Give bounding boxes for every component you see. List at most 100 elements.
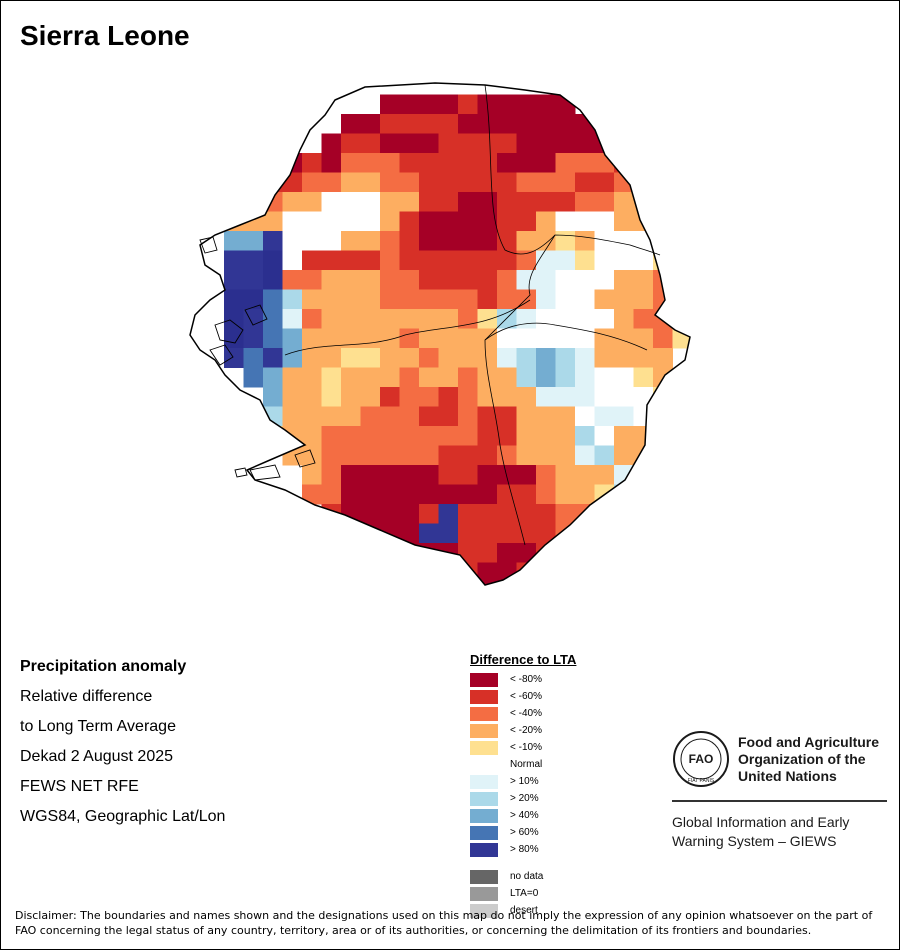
giews-name: Global Information and Early Warning Sys…: [672, 814, 850, 849]
anomaly-cell: [399, 445, 420, 466]
anomaly-cell: [458, 426, 478, 446]
anomaly-cell: [458, 94, 478, 115]
anomaly-cell: [243, 328, 264, 349]
anomaly-cell: [555, 172, 576, 193]
anomaly-cell: [360, 270, 381, 290]
anomaly-cell: [321, 133, 342, 154]
legend-item: Normal: [510, 759, 543, 770]
anomaly-cell: [360, 172, 381, 193]
anomaly-cell: [497, 562, 517, 583]
anomaly-cell: [536, 211, 556, 232]
anomaly-cell: [497, 231, 517, 251]
legend-item: < -20%: [470, 722, 576, 739]
anomaly-cell: [458, 309, 478, 329]
anomaly-cell: [321, 328, 342, 349]
anomaly-cell: [575, 309, 595, 329]
anomaly-cell: [672, 270, 690, 290]
anomaly-cell: [516, 270, 537, 290]
anomaly-cell: [555, 484, 576, 505]
anomaly-cell: [633, 133, 654, 154]
anomaly-cell: [536, 348, 556, 368]
anomaly-cell: [477, 114, 498, 134]
anomaly-cell: [341, 465, 361, 485]
legend-swatch: [470, 869, 498, 884]
anomaly-cell: [516, 114, 537, 134]
anomaly-cell: [497, 328, 517, 349]
anomaly-cell: [399, 406, 420, 427]
anomaly-cell: [360, 114, 381, 134]
anomaly-cell: [477, 562, 498, 583]
anomaly-cell: [633, 172, 654, 193]
anomaly-cell: [614, 387, 634, 407]
anomaly-cell: [497, 602, 517, 606]
anomaly-cell: [516, 309, 537, 329]
anomaly-cell: [614, 289, 634, 310]
anomaly-cell: [282, 172, 303, 193]
anomaly-cell: [321, 367, 342, 388]
anomaly-cell: [575, 504, 595, 524]
anomaly-cell: [516, 445, 537, 466]
anomaly-cell: [419, 367, 439, 388]
anomaly-cell: [380, 309, 400, 329]
anomaly-cell: [438, 406, 459, 427]
anomaly-cell: [419, 465, 439, 485]
anomaly-cell: [536, 153, 556, 173]
anomaly-cell: [458, 348, 478, 368]
anomaly-cell: [360, 543, 381, 563]
anomaly-cell: [497, 543, 517, 563]
anomaly-cell: [380, 406, 400, 427]
anomaly-cell: [302, 250, 322, 271]
anomaly-cell: [380, 543, 400, 563]
anomaly-cell: [458, 172, 478, 193]
anomaly-cell: [380, 153, 400, 173]
anomaly-cell: [243, 270, 264, 290]
anomaly-cell: [243, 192, 264, 212]
legend-swatch: [470, 903, 498, 918]
anomaly-cell: [458, 367, 478, 388]
anomaly-cell: [360, 406, 381, 427]
anomaly-cell: [653, 231, 673, 251]
legend-item: < -80%: [470, 671, 576, 688]
anomaly-cell: [263, 426, 283, 446]
anomaly-cell: [302, 484, 322, 505]
anomaly-cell: [477, 250, 498, 271]
anomaly-cell: [380, 387, 400, 407]
anomaly-cell: [438, 465, 459, 485]
anomaly-cell: [263, 406, 283, 427]
anomaly-cell: [633, 328, 654, 349]
anomaly-cell: [633, 348, 654, 368]
anomaly-cell: [341, 250, 361, 271]
anomaly-cell: [458, 484, 478, 505]
anomaly-cell: [594, 406, 615, 427]
anomaly-cell: [224, 328, 244, 349]
anomaly-cell: [575, 172, 595, 193]
anomaly-cell: [438, 133, 459, 154]
anomaly-cell: [263, 348, 283, 368]
island: [249, 464, 281, 481]
anomaly-cell: [516, 348, 537, 368]
anomaly-cell: [360, 133, 381, 154]
anomaly-cell: [360, 192, 381, 212]
fao-divider: [672, 800, 887, 802]
anomaly-cell: [438, 484, 459, 505]
anomaly-cell: [536, 582, 556, 585]
anomaly-cell: [380, 270, 400, 290]
anomaly-cell: [321, 231, 342, 251]
anomaly-cell: [497, 406, 517, 427]
anomaly-cell: [282, 406, 303, 427]
anomaly-cell: [243, 211, 264, 232]
anomaly-cell: [419, 504, 439, 524]
anomaly-cell: [399, 289, 420, 310]
anomaly-cell: [516, 582, 537, 585]
anomaly-cell: [614, 211, 634, 232]
anomaly-cell: [555, 289, 576, 310]
anomaly-cell: [341, 114, 361, 134]
anomaly-cell: [653, 211, 673, 232]
fao-logo-icon: FAO FIAT PANIS: [673, 731, 729, 787]
anomaly-cell: [497, 270, 517, 290]
anomaly-cell: [536, 445, 556, 466]
anomaly-cell: [516, 231, 537, 251]
anomaly-cell: [555, 309, 576, 329]
anomaly-cell: [536, 387, 556, 407]
anomaly-cell: [477, 465, 498, 485]
